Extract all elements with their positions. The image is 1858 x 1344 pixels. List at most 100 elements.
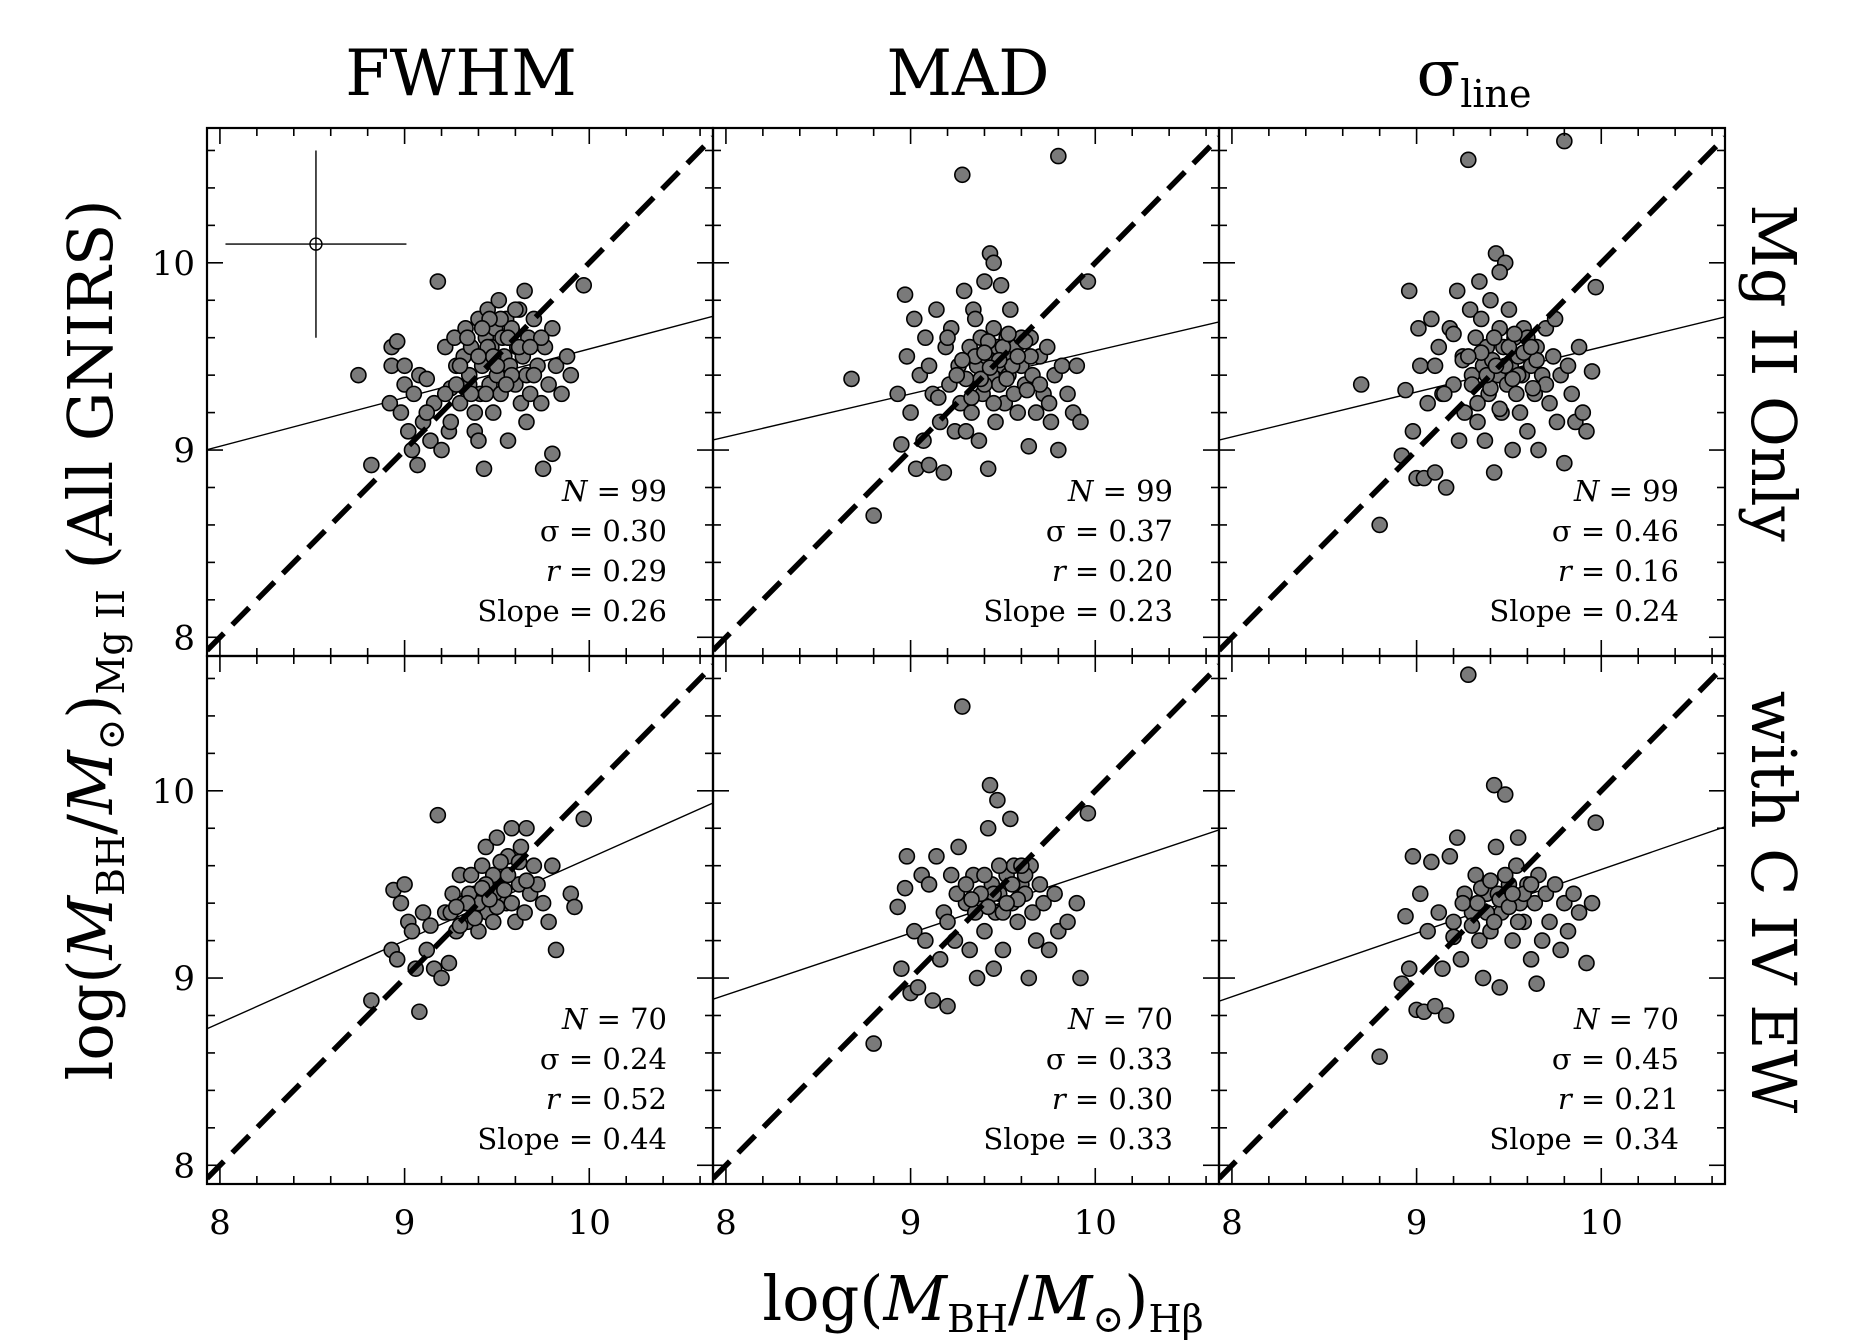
data-point — [1559, 357, 1577, 375]
data-point — [1009, 348, 1027, 365]
ticks — [207, 656, 713, 1184]
data-point — [992, 276, 1010, 294]
data-point — [1485, 913, 1503, 931]
one-to-one-line — [713, 663, 1219, 1181]
data-point — [1371, 1048, 1388, 1065]
y-tick-label: 9 — [173, 431, 195, 471]
data-point — [392, 894, 410, 912]
column-title-sigma-line: σline — [1417, 37, 1532, 116]
data-point — [1491, 979, 1509, 996]
data-point — [418, 941, 436, 959]
data-point — [1504, 885, 1521, 903]
column-title-fwhm: FWHM — [345, 37, 577, 111]
stat-slope: Slope = 0.34 — [1489, 1122, 1679, 1156]
data-point — [544, 857, 561, 875]
data-point — [1485, 329, 1503, 347]
data-point — [939, 329, 956, 347]
data-point — [411, 1003, 428, 1021]
data-point — [516, 904, 533, 921]
data-point — [939, 997, 956, 1015]
data-point — [1482, 872, 1499, 889]
ticks — [207, 128, 713, 656]
data-point — [1583, 363, 1601, 380]
stat-r: r = 0.16 — [1558, 554, 1679, 588]
data-point — [966, 310, 984, 328]
data-point — [418, 370, 436, 388]
data-point — [525, 366, 543, 384]
panel-1-2: N = 99 σ = 0.37 r = 0.20 Slope = 0.23 — [713, 128, 1219, 656]
data-point — [1541, 913, 1558, 931]
data-point — [544, 445, 561, 463]
data-point — [970, 432, 988, 449]
data-point — [1027, 404, 1045, 421]
data-point — [547, 941, 565, 959]
data-point — [957, 876, 975, 893]
data-point — [350, 366, 367, 384]
data-point — [399, 423, 417, 440]
data-point — [1469, 413, 1486, 431]
data-point — [1397, 907, 1414, 925]
data-point — [451, 357, 469, 375]
data-point — [363, 992, 380, 1009]
data-point — [1563, 385, 1581, 403]
x-tick-label: 9 — [1406, 1203, 1428, 1243]
data-point — [547, 357, 565, 375]
data-point — [979, 819, 997, 837]
panel-2-2: N = 70 σ = 0.33 r = 0.30 Slope = 0.33 8 9 10 — [713, 656, 1219, 1243]
panel-2-1: N = 70 σ = 0.24 r = 0.52 Slope = 0.44 8 9 10 8 9… — [152, 656, 713, 1243]
data-point — [929, 389, 947, 406]
stat-r: r = 0.20 — [1052, 554, 1173, 588]
data-point — [1031, 876, 1049, 893]
data-point — [1544, 348, 1562, 365]
data-point — [954, 351, 971, 369]
data-point — [865, 507, 882, 524]
data-point — [865, 1035, 882, 1052]
data-point — [518, 872, 535, 889]
x-tick-label: 9 — [394, 1203, 416, 1243]
stat-r: r = 0.30 — [1052, 1082, 1173, 1116]
data-point — [1002, 301, 1019, 318]
data-point — [1040, 394, 1058, 412]
data-point — [499, 432, 517, 449]
data-point — [534, 460, 552, 478]
data-point — [1410, 320, 1427, 337]
data-point — [1419, 394, 1436, 412]
data-point — [436, 385, 454, 403]
stat-sigma: σ = 0.33 — [1046, 1042, 1173, 1076]
data-point — [989, 791, 1006, 809]
y-axis-title: log(MBH/M⊙)Mg II (All GNIRS) — [54, 199, 133, 1080]
data-point — [1371, 516, 1388, 534]
stat-r: r = 0.21 — [1558, 1082, 1679, 1116]
data-point — [575, 276, 593, 294]
data-point — [843, 370, 860, 388]
data-point — [1482, 291, 1499, 309]
data-point — [1046, 885, 1063, 903]
data-point — [440, 954, 458, 972]
data-point — [1068, 357, 1086, 375]
y-tick-label: 8 — [173, 1146, 195, 1186]
data-point — [889, 385, 906, 403]
y-tick-label: 8 — [173, 618, 195, 658]
data-point — [532, 394, 550, 412]
panel-plot-area — [207, 135, 713, 653]
data-point — [920, 876, 938, 893]
data-point — [1578, 954, 1595, 972]
one-to-one-line — [713, 135, 1219, 653]
data-point — [955, 282, 973, 300]
data-point — [1504, 370, 1521, 388]
x-axis-title: log(MBH/M⊙)Hβ — [762, 1262, 1203, 1341]
data-point — [448, 376, 465, 393]
data-point — [1430, 338, 1448, 356]
data-point — [1437, 1007, 1455, 1024]
data-point — [1009, 913, 1027, 931]
data-point — [889, 898, 906, 916]
data-point — [942, 866, 960, 884]
data-point — [521, 338, 539, 356]
x-tick-label: 8 — [209, 1203, 231, 1243]
row-label-with-civ-ew: with C IV EW — [1737, 691, 1810, 1114]
data-point — [1020, 969, 1038, 987]
data-point — [1522, 876, 1540, 893]
data-point — [1552, 941, 1569, 959]
data-point — [442, 413, 460, 431]
error-bar-center — [309, 237, 323, 251]
